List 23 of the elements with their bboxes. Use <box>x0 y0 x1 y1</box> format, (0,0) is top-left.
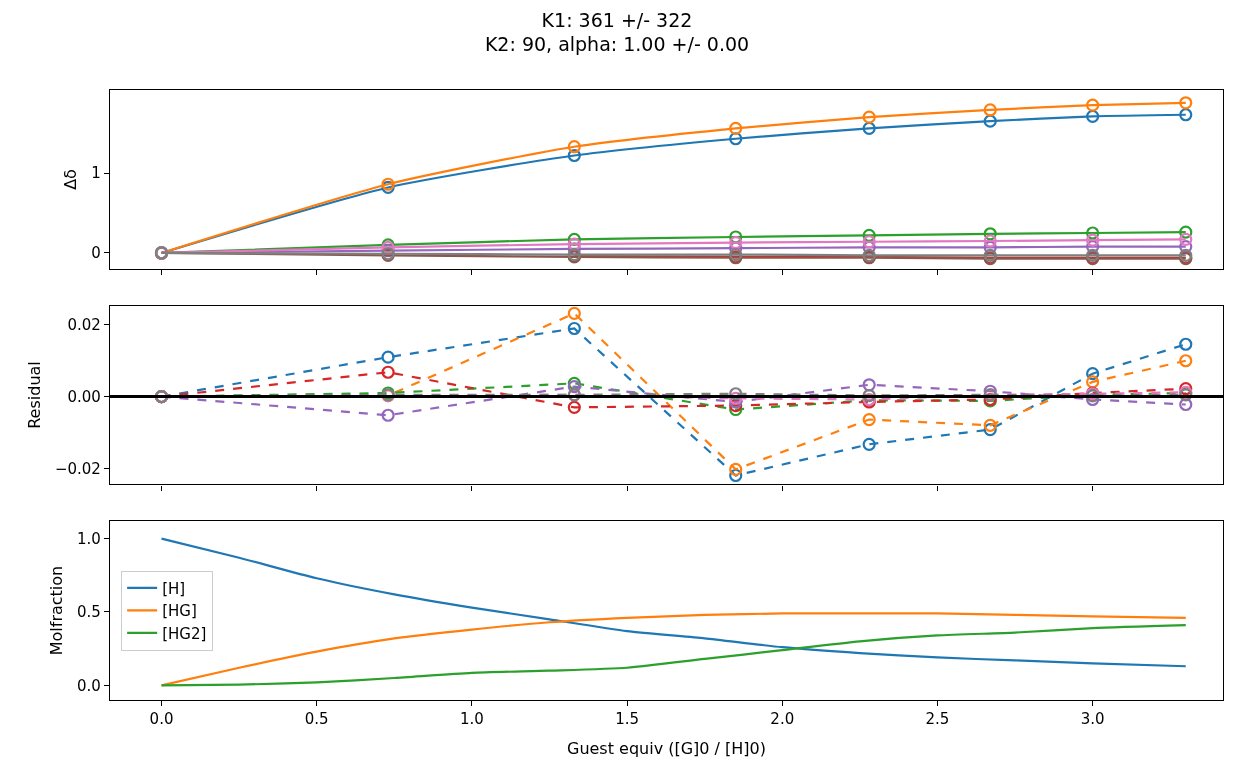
y-tick-label: 0.5 <box>77 603 101 622</box>
y-tick-label: 0.00 <box>67 387 101 406</box>
x-tick-label: 2.0 <box>770 710 795 729</box>
legend-label: [H] <box>162 579 186 598</box>
x-tick-label: 3.0 <box>1080 710 1105 729</box>
y-tick-label: 0.0 <box>77 676 101 695</box>
x-tick-label: 1.0 <box>459 710 484 729</box>
y-axis-title: Residual <box>24 361 44 429</box>
y-tick-label: 1.0 <box>77 529 101 548</box>
y-axis-title: Molfraction <box>46 565 66 656</box>
y-tick-label: −0.02 <box>54 459 101 478</box>
y-axis-title: Δδ <box>61 169 81 190</box>
x-tick-label: 1.5 <box>615 710 640 729</box>
x-tick-label: 0.0 <box>149 710 174 729</box>
y-tick-label: 0.02 <box>67 316 101 335</box>
y-tick-label: 0 <box>91 244 101 263</box>
chart-title: K1: 361 +/- 322 K2: 90, alpha: 1.00 +/- 0.00 <box>484 8 750 56</box>
x-axis-title: Guest equiv ([G]0 / [H]0) <box>566 738 767 758</box>
legend-label: [HG] <box>162 602 197 621</box>
x-tick-label: 2.5 <box>925 710 950 729</box>
y-tick-label: 1 <box>91 164 101 183</box>
legend-label: [HG2] <box>162 624 207 643</box>
x-tick-label: 0.5 <box>304 710 329 729</box>
